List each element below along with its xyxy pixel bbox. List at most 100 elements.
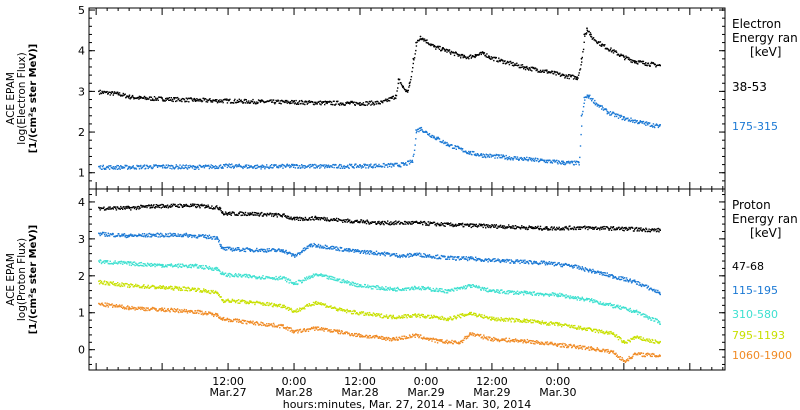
data-point	[291, 255, 293, 257]
data-point	[347, 248, 350, 250]
data-point	[548, 261, 550, 263]
data-point	[121, 167, 123, 169]
data-point	[571, 160, 573, 163]
data-point	[294, 102, 297, 104]
data-point	[378, 163, 380, 166]
data-point	[445, 289, 447, 291]
data-point	[579, 156, 581, 159]
data-point	[107, 166, 109, 168]
data-point	[371, 253, 373, 255]
data-point	[568, 296, 570, 299]
data-point	[636, 120, 638, 122]
data-point	[138, 208, 140, 210]
data-point	[421, 285, 423, 288]
data-point	[512, 291, 514, 293]
data-point	[461, 148, 464, 150]
data-point	[402, 86, 404, 89]
data-point	[330, 101, 333, 103]
data-point	[538, 263, 540, 266]
data-point	[584, 225, 586, 227]
data-point	[294, 219, 296, 221]
data-point	[411, 223, 413, 225]
data-point	[228, 247, 230, 250]
data-point	[435, 254, 438, 257]
data-point	[352, 166, 355, 168]
data-point	[380, 221, 382, 224]
data-point	[306, 247, 308, 249]
y-axis-label-line: log(Electron Flux)	[16, 52, 28, 144]
data-point	[455, 287, 457, 289]
data-point	[511, 227, 513, 229]
data-point	[387, 100, 390, 102]
data-point	[503, 261, 506, 263]
data-point	[658, 125, 661, 127]
data-point	[185, 166, 187, 169]
data-point	[507, 156, 509, 159]
data-point	[388, 253, 391, 255]
data-point	[107, 92, 109, 95]
data-point	[342, 221, 344, 223]
data-point	[239, 165, 241, 167]
data-point	[322, 274, 324, 276]
data-point	[421, 38, 423, 41]
data-point	[418, 221, 421, 224]
data-point	[630, 282, 633, 284]
data-point	[596, 228, 598, 230]
data-point	[110, 262, 113, 265]
data-point	[471, 56, 473, 58]
data-point	[255, 214, 257, 216]
data-point	[471, 225, 474, 228]
data-point	[448, 49, 451, 51]
data-point	[403, 254, 405, 257]
data-point	[371, 285, 373, 287]
data-point	[253, 166, 255, 168]
data-point	[329, 100, 332, 103]
data-point	[470, 150, 472, 153]
data-point	[322, 218, 325, 220]
data-point	[337, 280, 339, 282]
data-point	[454, 145, 456, 147]
data-point	[622, 306, 625, 308]
data-point	[461, 222, 464, 225]
data-point	[226, 164, 228, 166]
data-point	[299, 165, 301, 167]
data-point	[385, 288, 388, 291]
data-point	[252, 98, 254, 101]
data-point	[398, 78, 401, 81]
data-point	[369, 101, 371, 103]
data-point	[352, 281, 355, 284]
data-point	[281, 251, 283, 253]
data-point	[380, 288, 383, 290]
data-point	[156, 204, 159, 206]
y-axis-label-line: log(Proton Flux)	[16, 238, 28, 321]
data-point	[334, 219, 336, 221]
data-point	[110, 91, 112, 94]
data-point	[219, 164, 222, 166]
data-point	[130, 234, 133, 236]
data-point	[585, 33, 587, 35]
data-point	[454, 224, 456, 227]
data-point	[186, 204, 189, 207]
data-point	[211, 269, 213, 271]
legend-entry: 38-53	[732, 80, 767, 94]
data-point	[446, 292, 449, 294]
data-point	[546, 159, 548, 162]
data-point	[332, 219, 334, 222]
data-point	[463, 54, 466, 57]
data-point	[197, 266, 199, 268]
data-point	[361, 165, 363, 167]
data-point	[112, 91, 114, 93]
data-point	[461, 288, 464, 290]
data-point	[650, 287, 652, 289]
data-point	[107, 232, 109, 234]
data-point	[475, 284, 477, 287]
data-point	[371, 103, 373, 105]
data-point	[562, 264, 564, 266]
data-point	[557, 295, 559, 298]
data-point	[657, 126, 660, 129]
data-point	[552, 293, 555, 295]
data-point	[326, 217, 328, 219]
data-point	[207, 267, 209, 269]
data-point	[458, 146, 460, 148]
data-point	[403, 87, 405, 89]
